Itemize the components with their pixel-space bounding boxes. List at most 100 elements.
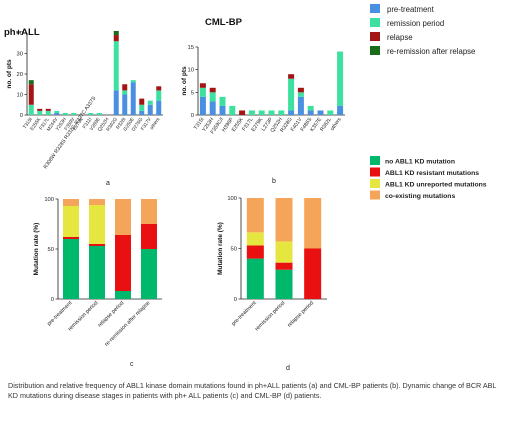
chart-d: 0 50 100 Mutation rate (%) pre-treatmentremi… (217, 196, 327, 332)
y-tick-label: 50 (48, 247, 54, 253)
y-tick-label: 20 (17, 72, 23, 78)
bar-segment (147, 100, 153, 105)
bar-segment (45, 108, 51, 111)
bar-segment (307, 105, 314, 111)
y-tick-label: 10 (17, 93, 23, 99)
bar-segment (63, 237, 79, 239)
bar-segment (288, 74, 295, 79)
bar-segment (139, 104, 145, 111)
panel-label: c (130, 361, 134, 368)
bar-segment (54, 110, 60, 113)
bar-segment (28, 104, 34, 115)
chart-title: CML-BP (205, 17, 243, 28)
bar-segment (113, 30, 119, 36)
y-tick-label: 10 (188, 68, 194, 74)
bar-segment (45, 110, 51, 115)
y-tick-label: 0 (51, 297, 54, 303)
legend-label: relapse (387, 33, 413, 42)
x-tick-label: relapse period (97, 300, 125, 328)
bar-segment (141, 224, 157, 249)
bar-segment (297, 87, 304, 93)
y-axis-label: Mutation rate (%) (33, 223, 40, 276)
bar-segment (199, 83, 206, 88)
legend-swatch (370, 4, 380, 13)
legend-swatch (370, 167, 380, 177)
bar-segment (63, 239, 79, 299)
bar-segment (246, 198, 264, 233)
bar-segment (275, 262, 293, 270)
bar-segment (246, 258, 264, 299)
legend-label: ABL1 KD resistant mutations (385, 170, 479, 177)
bar-segment (139, 98, 145, 105)
panel-label: b (272, 178, 276, 185)
y-tick-label: 50 (231, 247, 237, 253)
legend-label: ABL1 KD unreported mutations (385, 182, 487, 189)
legend-swatch (370, 32, 380, 41)
legend-label: remission period (387, 19, 444, 28)
y-tick-label: 5 (191, 90, 194, 96)
bar-segment (89, 199, 105, 205)
bar-segment (209, 87, 216, 93)
legend-top: pre-treatment remission period relapse re-r… (370, 4, 475, 56)
y-tick-label: 100 (227, 196, 237, 202)
y-axis-label: no. of pts (181, 66, 188, 96)
x-tick-label: remission period (254, 300, 286, 332)
bar-segment (130, 80, 136, 83)
bar-segment (113, 35, 119, 42)
bar-segment (122, 94, 128, 115)
legend-bottom: no ABL1 KD mutation ABL1 KD resistant mut… (370, 156, 487, 200)
y-tick-label: 15 (188, 45, 194, 51)
bar-segment (139, 110, 145, 115)
bar-segment (297, 96, 304, 115)
bar-segment (28, 84, 34, 105)
bar-segment (28, 80, 34, 85)
bar-segment (337, 51, 344, 106)
bar-segment (141, 249, 157, 299)
bar-segment (113, 41, 119, 91)
bar-segment (246, 245, 264, 259)
bar-segment (258, 110, 265, 115)
bar-segment (147, 104, 153, 115)
bar-segment (156, 86, 162, 91)
legend-swatch (370, 46, 380, 55)
bar-segment (63, 206, 79, 237)
bar-segment (288, 78, 295, 111)
bar-segment (219, 105, 226, 115)
x-tick-label: F311I (82, 117, 94, 130)
bar-segment (288, 110, 295, 115)
x-tick-label: re-remission after relapse (104, 300, 151, 347)
bar-segment (122, 84, 128, 91)
bar-segment (337, 105, 344, 115)
bar-segment (278, 110, 285, 115)
bar-segment (89, 205, 105, 244)
bar-segment (275, 198, 293, 242)
x-tick-label: T315I (22, 117, 34, 131)
bar-segment (122, 90, 128, 95)
y-tick-label: 40 (17, 31, 23, 37)
y-tick-label: 0 (191, 113, 194, 119)
figure-caption: Distribution and relative frequency of A… (8, 381, 497, 401)
y-axis-label: no. of pts (6, 59, 13, 89)
bar-segment (209, 92, 216, 102)
bar-segment (219, 96, 226, 106)
bar-segment (268, 110, 275, 115)
y-tick-label: 100 (44, 197, 54, 203)
chart-title: ph+ALL (4, 27, 40, 38)
bar-segment (304, 248, 322, 299)
legend-swatch (370, 156, 380, 165)
bar-segment (113, 90, 119, 115)
figure-canvas: pre-treatment remission period relapse re-r… (4, 4, 487, 372)
bar-segment (130, 82, 136, 115)
legend-label: pre-treatment (387, 5, 435, 14)
bar-segment (88, 112, 94, 115)
bar-segment (307, 110, 314, 115)
bar-segment (327, 110, 334, 115)
bar-segment (156, 90, 162, 101)
y-axis-label: Mutation rate (%) (217, 222, 224, 275)
bar-segment (37, 110, 43, 115)
bar-segment (89, 244, 105, 246)
bar-segment (115, 291, 131, 299)
